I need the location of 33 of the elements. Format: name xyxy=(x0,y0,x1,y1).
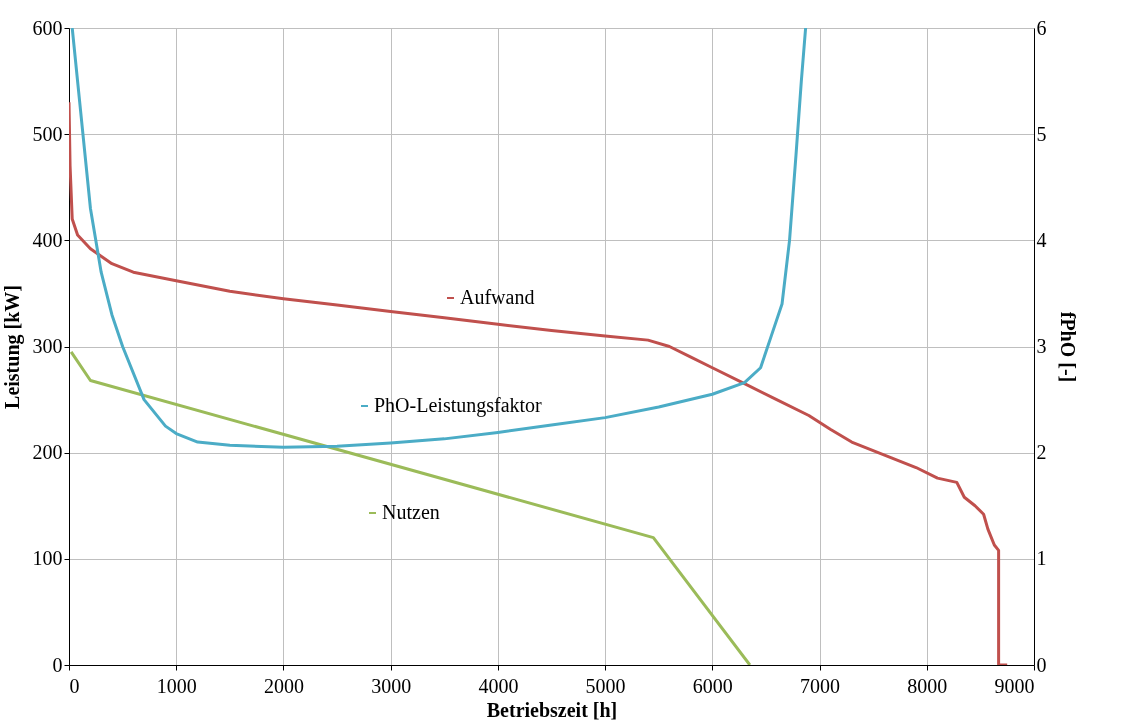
y-axis-title: Leistung [kW] xyxy=(0,285,24,409)
x-tick-label: 3000 xyxy=(371,674,412,697)
x-tick-label: 8000 xyxy=(907,674,948,697)
y2-tick-label: 6 xyxy=(1036,16,1047,39)
x-tick-label: 6000 xyxy=(692,674,733,697)
x-tick-label: 0 xyxy=(69,674,80,697)
y2-axis-title: fPhO [-] xyxy=(1056,311,1079,383)
line-series xyxy=(69,100,1009,665)
y2-tick-label: 1 xyxy=(1036,547,1047,570)
x-tick-label: 9000 xyxy=(994,674,1035,697)
y2-tick-label: 2 xyxy=(1036,441,1047,464)
x-tick-label: 2000 xyxy=(263,674,304,697)
y-tick-label: 500 xyxy=(32,122,63,145)
y-tick-label: 600 xyxy=(32,16,63,39)
x-tick-label: 5000 xyxy=(585,674,626,697)
y2-tick-label: 4 xyxy=(1036,228,1047,251)
x-tick-label: 4000 xyxy=(478,674,519,697)
y2-tick-label: 0 xyxy=(1036,653,1047,676)
line-series xyxy=(69,350,752,665)
y-tick-label: 200 xyxy=(32,441,63,464)
y-tick-label: 300 xyxy=(32,335,63,357)
line-series xyxy=(70,28,808,449)
y-tick-label: 100 xyxy=(32,547,63,570)
x-tick-label: 1000 xyxy=(156,674,197,697)
y2-tick-label: 3 xyxy=(1036,335,1047,357)
y2-tick-label: 5 xyxy=(1036,122,1047,145)
legend-label: Aufwand xyxy=(460,286,535,308)
x-tick-label: 7000 xyxy=(800,674,841,697)
legend-label: PhO-Leistungsfaktor xyxy=(374,394,543,417)
y-tick-label: 400 xyxy=(32,228,63,251)
x-axis-title: Betriebszeit [h] xyxy=(486,698,618,721)
legend-label: Nutzen xyxy=(382,501,440,523)
y-tick-label: 0 xyxy=(52,653,63,676)
